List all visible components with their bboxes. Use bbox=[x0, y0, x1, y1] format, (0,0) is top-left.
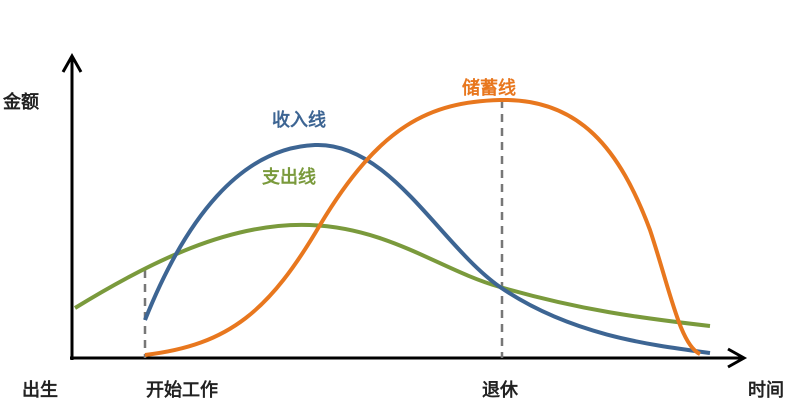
income-curve bbox=[143, 142, 711, 355]
y-axis-arrow-icon bbox=[61, 52, 83, 73]
y-axis-label: 金额 bbox=[3, 92, 39, 113]
birth-label: 出生 bbox=[22, 380, 58, 401]
x-axis-label: 时间 bbox=[748, 380, 784, 401]
savings-curve bbox=[144, 97, 702, 357]
savings-label: 储蓄线 bbox=[462, 78, 516, 99]
expense-curve bbox=[73, 222, 711, 328]
expense-label: 支出线 bbox=[262, 167, 316, 188]
start-work-label: 开始工作 bbox=[146, 380, 218, 401]
retire-label: 退休 bbox=[482, 380, 518, 401]
x-axis-arrow-icon bbox=[727, 347, 748, 369]
income-label: 收入线 bbox=[272, 110, 326, 131]
